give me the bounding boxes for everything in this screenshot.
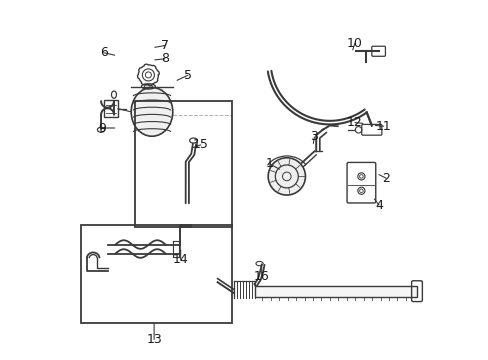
Text: 8: 8 xyxy=(161,52,168,65)
Text: 16: 16 xyxy=(253,270,269,283)
Text: 15: 15 xyxy=(192,138,208,151)
Text: 9: 9 xyxy=(98,122,106,135)
Text: 12: 12 xyxy=(346,116,362,129)
Ellipse shape xyxy=(131,87,172,136)
Text: 10: 10 xyxy=(346,36,362,50)
Text: 1: 1 xyxy=(265,157,273,170)
Bar xyxy=(81,225,231,323)
Text: 4: 4 xyxy=(374,199,382,212)
Text: 11: 11 xyxy=(375,120,391,133)
Bar xyxy=(255,286,416,297)
Text: 13: 13 xyxy=(146,333,162,346)
Text: 2: 2 xyxy=(382,172,389,185)
Text: 7: 7 xyxy=(161,39,168,52)
Circle shape xyxy=(267,158,305,195)
Text: 3: 3 xyxy=(310,130,318,144)
Text: 14: 14 xyxy=(172,253,188,266)
Text: 5: 5 xyxy=(183,69,191,82)
Text: 6: 6 xyxy=(100,46,108,59)
Bar xyxy=(135,101,231,226)
